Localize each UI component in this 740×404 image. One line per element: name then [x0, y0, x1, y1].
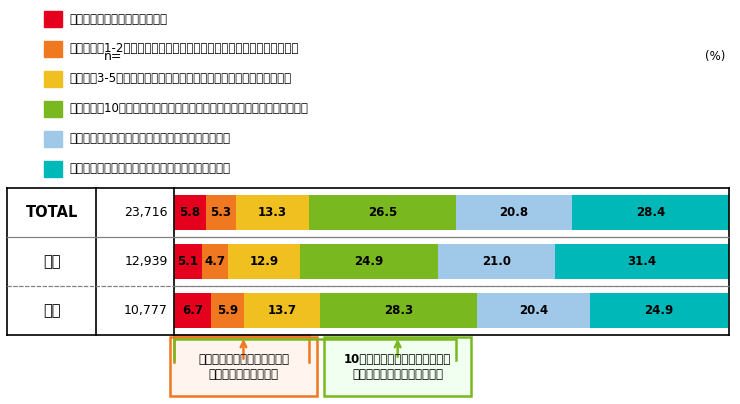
- Bar: [44, 41, 61, 57]
- Text: 現在、家族の介護を担っている: 現在、家族の介護を担っている: [70, 13, 168, 25]
- Text: 10,777: 10,777: [124, 304, 168, 317]
- Text: ５年以内に家族の介護を担っ
ている可能性のある人: ５年以内に家族の介護を担っ ている可能性のある人: [198, 353, 289, 381]
- FancyBboxPatch shape: [324, 337, 471, 396]
- Text: 4.7: 4.7: [205, 255, 226, 268]
- Bar: [202, 244, 228, 279]
- Text: 遠い将来（10年以内くらい）には、家族の介護を担っている可能性がある: 遠い将来（10年以内くらい）には、家族の介護を担っている可能性がある: [70, 102, 309, 116]
- Bar: [320, 293, 477, 328]
- Text: 13.3: 13.3: [258, 206, 287, 219]
- Bar: [457, 195, 572, 230]
- Text: TOTAL: TOTAL: [26, 205, 78, 220]
- Text: 女性: 女性: [43, 303, 61, 318]
- Text: 20.8: 20.8: [500, 206, 528, 219]
- Text: 近い将来（1-2年くらい）には、家族の介護を担っている可能性がある: 近い将来（1-2年くらい）には、家族の介護を担っている可能性がある: [70, 42, 299, 55]
- Text: 24.9: 24.9: [354, 255, 383, 268]
- Text: 5.1: 5.1: [178, 255, 198, 268]
- Text: n=: n=: [104, 50, 122, 63]
- Text: 将来的（3-5年くらい）には、家族の介護を担っている可能性がある: 将来的（3-5年くらい）には、家族の介護を担っている可能性がある: [70, 72, 292, 86]
- Bar: [44, 101, 61, 117]
- Bar: [244, 293, 320, 328]
- FancyBboxPatch shape: [170, 337, 317, 396]
- Text: 6.7: 6.7: [182, 304, 203, 317]
- Bar: [235, 195, 309, 230]
- Text: 5.9: 5.9: [217, 304, 238, 317]
- Bar: [44, 130, 61, 147]
- Text: 23,716: 23,716: [124, 206, 168, 219]
- Text: 12,939: 12,939: [124, 255, 168, 268]
- Bar: [44, 71, 61, 87]
- Text: (%): (%): [704, 50, 725, 63]
- Bar: [206, 195, 235, 230]
- Bar: [438, 244, 554, 279]
- Text: 26.5: 26.5: [369, 206, 397, 219]
- Bar: [174, 195, 206, 230]
- Bar: [477, 293, 591, 328]
- Bar: [591, 293, 728, 328]
- Text: 20.4: 20.4: [519, 304, 548, 317]
- Text: 5.8: 5.8: [179, 206, 201, 219]
- Bar: [309, 195, 457, 230]
- Bar: [44, 161, 61, 177]
- Text: 12.9: 12.9: [249, 255, 279, 268]
- Text: 24.9: 24.9: [645, 304, 674, 317]
- Text: 現時点で家族の介護を担う可能性は、ほとんどない: 現時点で家族の介護を担う可能性は、ほとんどない: [70, 133, 231, 145]
- Text: 28.3: 28.3: [384, 304, 413, 317]
- Text: 31.4: 31.4: [628, 255, 656, 268]
- Bar: [174, 293, 211, 328]
- Bar: [554, 244, 729, 279]
- Text: 男性: 男性: [43, 254, 61, 269]
- Text: 13.7: 13.7: [267, 304, 296, 317]
- Bar: [228, 244, 300, 279]
- Bar: [211, 293, 244, 328]
- Bar: [572, 195, 730, 230]
- Bar: [300, 244, 438, 279]
- Text: 21.0: 21.0: [482, 255, 511, 268]
- Text: 28.4: 28.4: [636, 206, 665, 219]
- Bar: [44, 11, 61, 27]
- Bar: [174, 244, 202, 279]
- Text: 10年後には２人に１人が家族の
介護に直面している可能性も: 10年後には２人に１人が家族の 介護に直面している可能性も: [344, 353, 451, 381]
- Text: 5.3: 5.3: [210, 206, 232, 219]
- Text: 現時点で家族の介護を担う可能性は、まったくない: 現時点で家族の介護を担う可能性は、まったくない: [70, 162, 231, 175]
